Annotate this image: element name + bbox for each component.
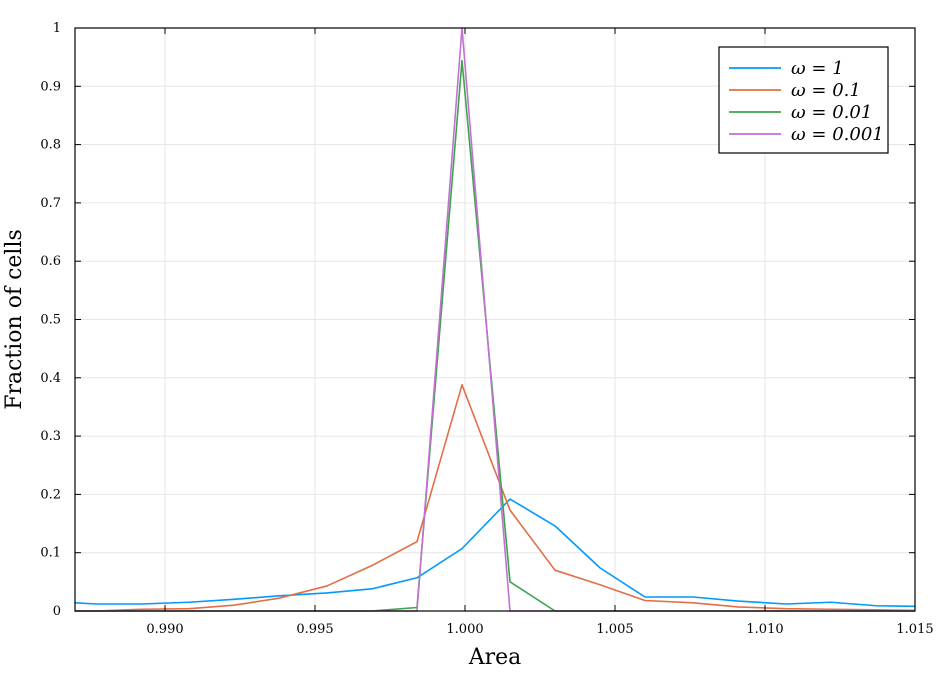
series-line xyxy=(74,498,916,608)
y-tick-label: 0.2 xyxy=(40,487,61,502)
y-tick-label: 0.3 xyxy=(40,429,61,444)
y-tick-label: 0.9 xyxy=(40,79,61,94)
legend-label: ω = 0.1 xyxy=(791,80,861,101)
y-tick-label: 1 xyxy=(53,21,61,36)
y-tick-label: 0.7 xyxy=(40,196,61,211)
legend-items: ω = 1ω = 0.1ω = 0.01ω = 0.001 xyxy=(729,58,884,145)
x-tick-label: 1.005 xyxy=(596,622,633,637)
series-line xyxy=(75,383,916,612)
x-tick-label: 1.015 xyxy=(896,622,933,637)
x-axis-title: Area xyxy=(468,645,522,670)
y-tick-label: 0.1 xyxy=(40,546,61,561)
y-tick-label: 0.6 xyxy=(40,254,61,269)
legend-label: ω = 0.001 xyxy=(791,124,884,145)
y-tick-label: 0.8 xyxy=(40,138,61,153)
legend-box xyxy=(718,46,889,154)
x-tick-label: 0.995 xyxy=(296,622,333,637)
y-tick-label: 0.4 xyxy=(40,371,61,386)
x-tick-label: 1.000 xyxy=(446,622,483,637)
legend-label: ω = 0.01 xyxy=(791,102,872,123)
axis-ticks xyxy=(75,27,916,612)
tick-labels: 0.990 0.995 1.000 1.005 1.010 1.015 0 0.1 0.2 0.3… xyxy=(40,21,933,637)
legend: ω = 1ω = 0.1ω = 0.01ω = 0.001 xyxy=(718,46,889,154)
y-axis-title: Fraction of cells xyxy=(2,229,27,410)
x-tick-label: 0.990 xyxy=(146,622,183,637)
legend-label: ω = 1 xyxy=(791,58,844,79)
y-tick-label: 0 xyxy=(53,604,61,619)
y-tick-label: 0.5 xyxy=(40,313,61,328)
x-tick-label: 1.010 xyxy=(746,622,783,637)
